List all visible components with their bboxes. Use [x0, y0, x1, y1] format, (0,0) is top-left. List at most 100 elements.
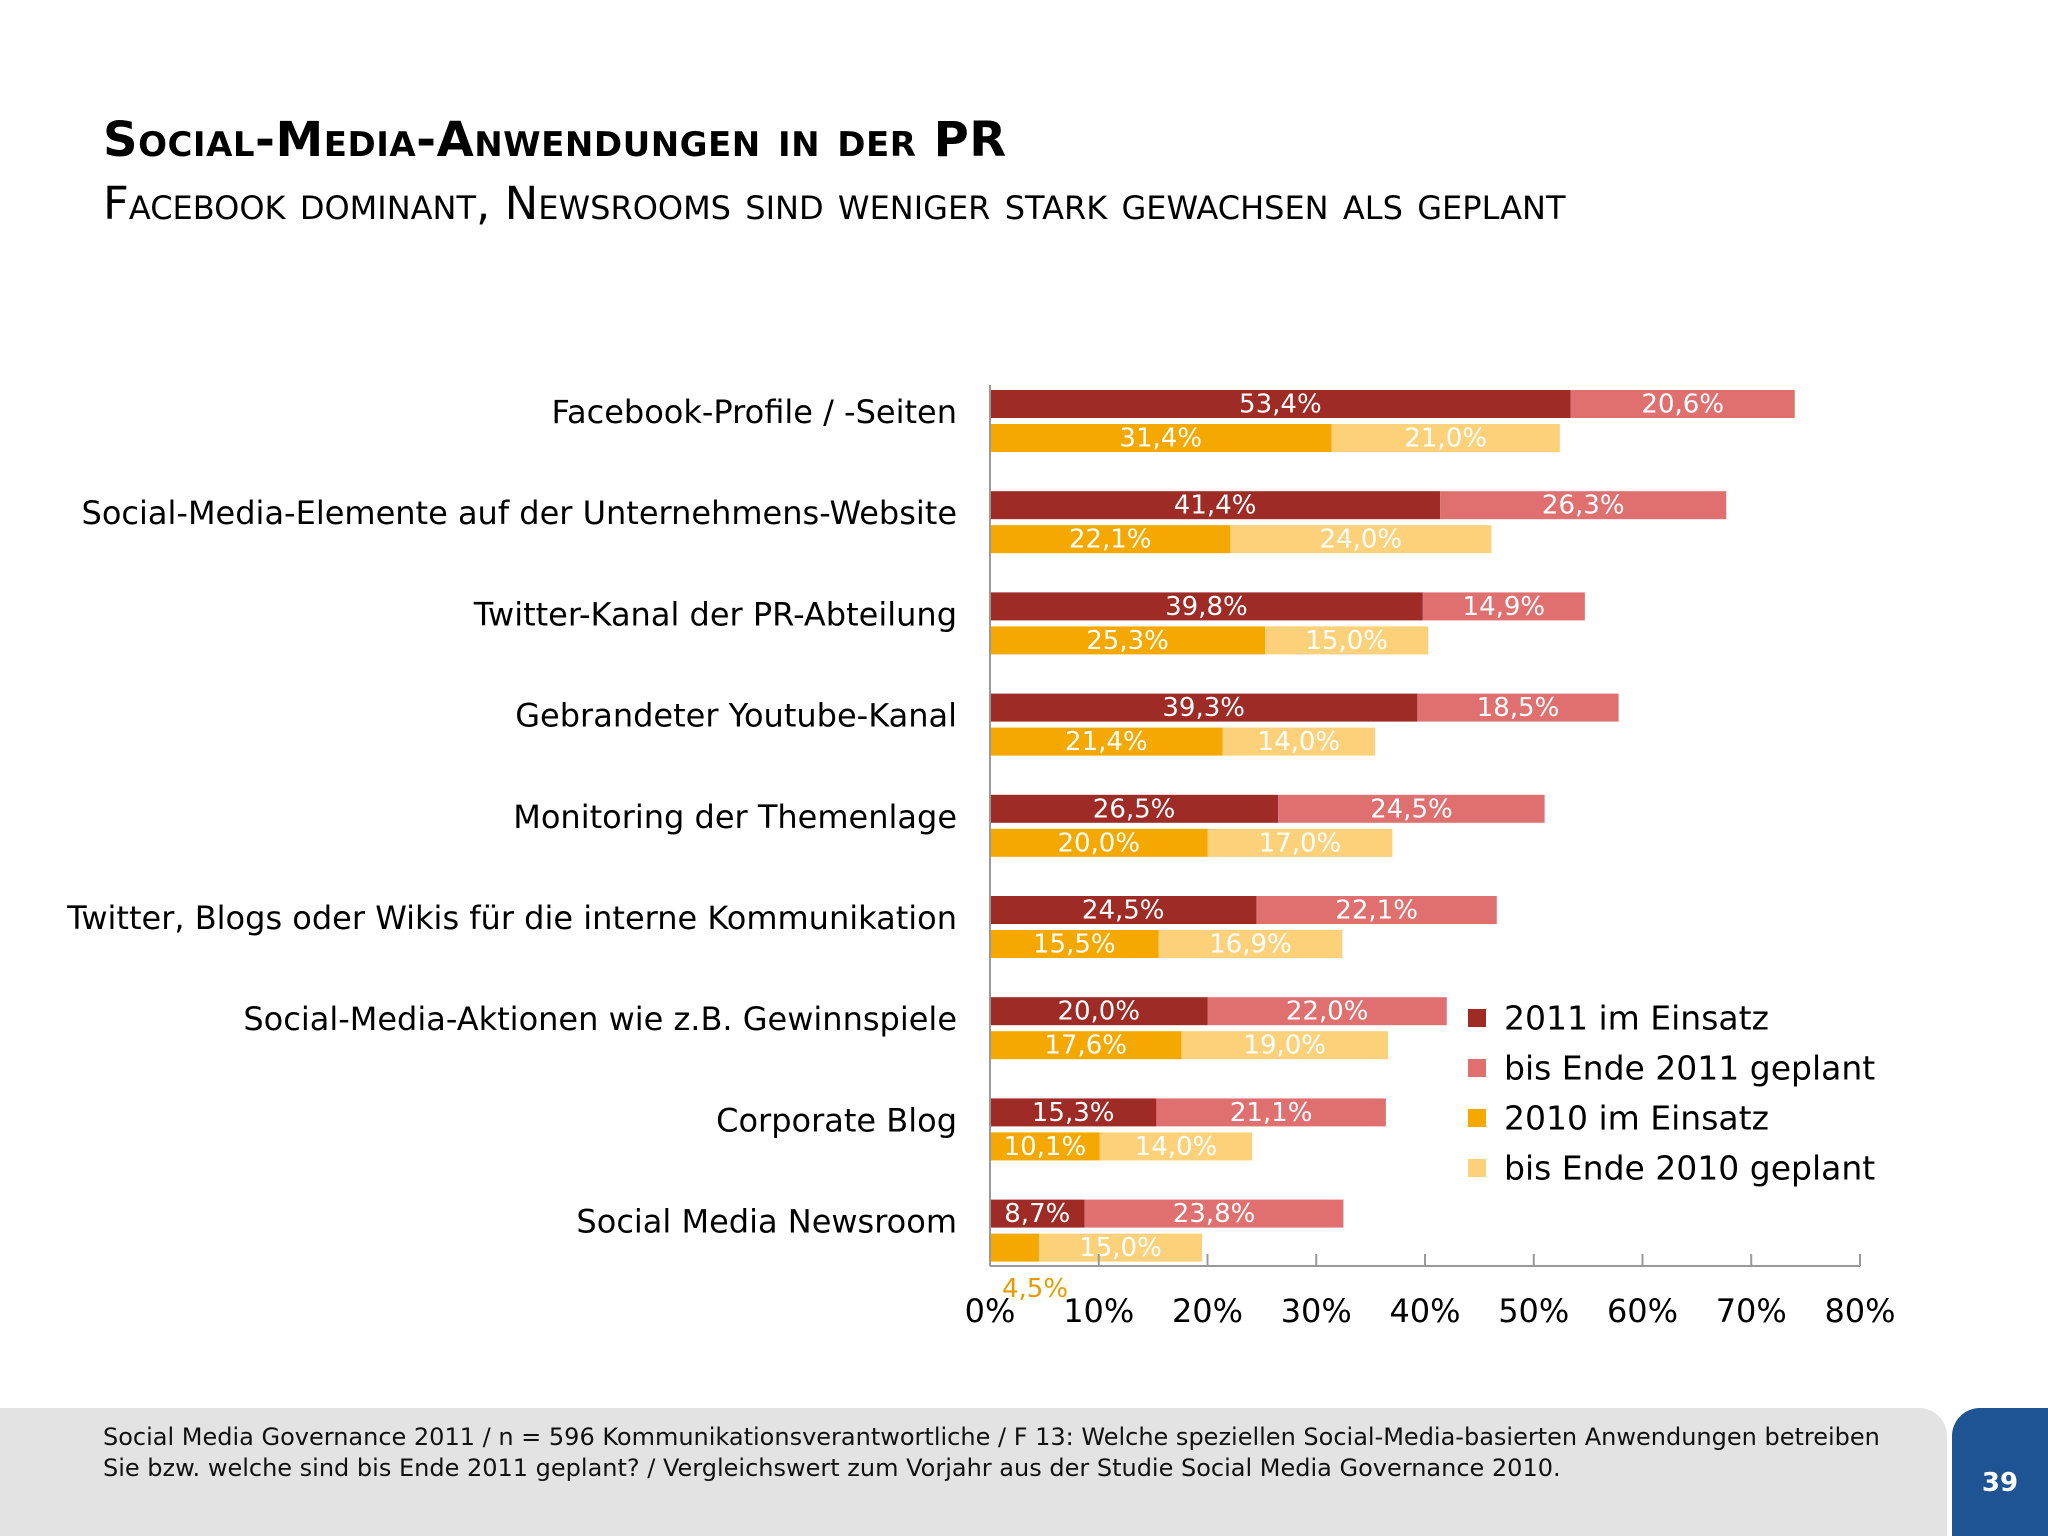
bar-segment	[1158, 930, 1343, 958]
bar-segment	[990, 1199, 1085, 1228]
data-label: 15,3%	[1032, 1098, 1115, 1128]
data-label: 14,0%	[1258, 727, 1341, 757]
legend-label: 2011 im Einsatz	[1504, 999, 1769, 1038]
data-label: 20,6%	[1641, 390, 1724, 420]
x-tick-label: 20%	[1172, 1292, 1243, 1330]
data-label: 17,6%	[1044, 1031, 1127, 1061]
x-tick-label: 0%	[965, 1292, 1016, 1330]
data-label: 21,1%	[1230, 1098, 1313, 1128]
legend-swatch	[1468, 1009, 1486, 1027]
category-label: Corporate Blog	[716, 1101, 957, 1139]
data-label: 20,0%	[1057, 997, 1140, 1027]
legend-label: bis Ende 2011 geplant	[1504, 1049, 1875, 1088]
category-label: Social-Media-Elemente auf der Unternehme…	[82, 494, 957, 532]
bar-segment	[990, 930, 1159, 958]
legend-swatch	[1468, 1109, 1486, 1127]
bar-segment	[990, 525, 1231, 554]
slide-title: Social-Media-Anwendungen in der PR	[103, 112, 1007, 168]
bar-segment	[1084, 1199, 1344, 1228]
data-label: 16,9%	[1209, 930, 1292, 960]
bar-segment	[990, 390, 1571, 418]
data-label: 24,5%	[1082, 896, 1165, 926]
data-label: 22,1%	[1069, 525, 1152, 555]
bar-segment	[1181, 1031, 1389, 1060]
bar-segment	[990, 1098, 1157, 1127]
bar-segment	[1417, 693, 1619, 722]
bar-segment	[1230, 525, 1492, 554]
data-label: 22,0%	[1286, 997, 1369, 1027]
bar-segment	[990, 491, 1441, 520]
footer-source-note: Social Media Governance 2011 / n = 596 K…	[103, 1423, 1880, 1482]
data-label: 14,0%	[1135, 1132, 1218, 1162]
bar-segment	[990, 592, 1423, 621]
bar-segment	[1207, 997, 1447, 1026]
bar-segment	[990, 794, 1279, 823]
legend-label: 2010 im Einsatz	[1504, 1099, 1769, 1138]
bar-segment	[990, 727, 1223, 756]
legend-swatch	[1468, 1059, 1486, 1077]
data-label: 24,5%	[1370, 794, 1453, 824]
data-label: 53,4%	[1239, 390, 1322, 420]
x-tick-label: 60%	[1607, 1292, 1678, 1330]
data-label: 10,1%	[1004, 1132, 1087, 1162]
bar-segment	[1331, 424, 1560, 452]
data-label: 14,9%	[1463, 592, 1546, 622]
bar-segment	[1256, 896, 1497, 924]
data-label: 24,0%	[1320, 525, 1403, 555]
data-label: 31,4%	[1119, 424, 1202, 454]
bar-segment	[1222, 727, 1375, 756]
x-tick-label: 80%	[1824, 1292, 1895, 1330]
bar-segment	[1207, 828, 1393, 857]
category-label: Facebook-Profile / -Seiten	[552, 393, 957, 431]
bar-segment	[990, 424, 1332, 452]
x-tick-label: 10%	[1063, 1292, 1134, 1330]
bar-chart: Facebook-Profile / -Seiten Social-Media-E…	[66, 385, 1896, 1330]
page-number: 39	[1981, 1468, 2019, 1498]
category-label: Twitter-Kanal der PR-Abteilung	[473, 595, 957, 633]
legend-swatch	[1468, 1159, 1486, 1177]
data-label: 22,1%	[1335, 896, 1418, 926]
data-label: 15,5%	[1033, 930, 1116, 960]
data-label: 26,3%	[1542, 491, 1625, 521]
data-label: 26,5%	[1093, 794, 1176, 824]
x-tick-label: 40%	[1389, 1292, 1460, 1330]
bar-segment	[1422, 592, 1585, 621]
data-label: 15,0%	[1079, 1233, 1162, 1263]
slide-subtitle: Facebook dominant, Newsrooms sind wenige…	[103, 177, 1566, 230]
data-label: 20,0%	[1057, 828, 1140, 858]
legend-label: bis Ende 2010 geplant	[1504, 1149, 1875, 1188]
title-block: Social-Media-Anwendungen in der PR Faceb…	[103, 108, 1566, 236]
bar-segment	[1156, 1098, 1386, 1127]
page-number-box: 39	[1952, 1408, 2048, 1536]
data-label: 39,8%	[1165, 592, 1248, 622]
bar-segment	[1038, 1233, 1203, 1262]
category-label: Social Media Newsroom	[576, 1203, 957, 1241]
data-label: 19,0%	[1243, 1031, 1326, 1061]
data-label: 17,0%	[1259, 828, 1342, 858]
category-label: Social-Media-Aktionen wie z.B. Gewinnspi…	[243, 1000, 957, 1038]
bar-segment	[990, 693, 1418, 722]
data-label: 15,0%	[1305, 626, 1388, 656]
bar-segment	[1265, 626, 1429, 655]
footer-bar: Social Media Governance 2011 / n = 596 K…	[0, 1408, 1947, 1536]
data-label: 25,3%	[1086, 626, 1169, 656]
bar-segment	[1440, 491, 1727, 520]
x-tick-label: 50%	[1498, 1292, 1569, 1330]
bar-segment	[990, 1233, 1039, 1262]
bar-segment	[990, 1132, 1100, 1161]
bar-segment	[1278, 794, 1545, 823]
data-label: 8,7%	[1004, 1199, 1070, 1229]
data-label: 21,0%	[1404, 424, 1487, 454]
category-label: Gebrandeter Youtube-Kanal	[515, 697, 957, 735]
bar-segment	[990, 997, 1208, 1026]
category-label: Monitoring der Themenlage	[513, 798, 957, 836]
data-label: 21,4%	[1065, 727, 1148, 757]
x-tick-label: 30%	[1281, 1292, 1352, 1330]
bar-segment	[1099, 1132, 1253, 1161]
data-label: 4,5%	[1002, 1274, 1068, 1304]
data-label: 41,4%	[1174, 491, 1257, 521]
x-tick-label: 70%	[1716, 1292, 1787, 1330]
bar-segment	[990, 828, 1208, 857]
data-label: 39,3%	[1162, 693, 1245, 723]
category-label: Twitter, Blogs oder Wikis für die intern…	[66, 899, 957, 937]
